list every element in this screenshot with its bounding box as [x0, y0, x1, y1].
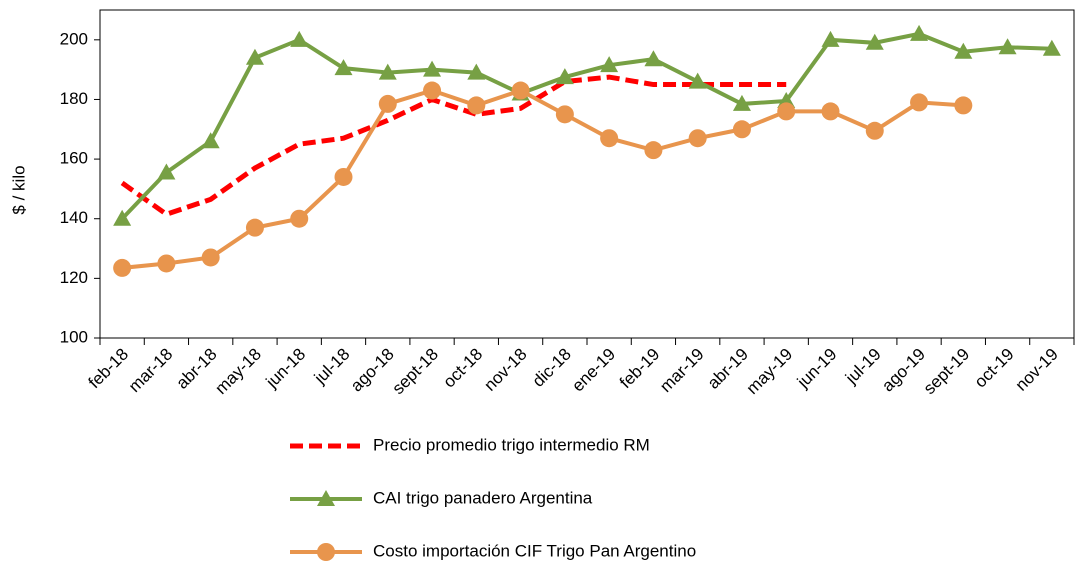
data-point: [644, 141, 663, 160]
data-point: [378, 94, 397, 113]
x-tick-label: nov-19: [1012, 345, 1062, 395]
data-point: [555, 68, 574, 85]
x-tick-label: mar-19: [656, 345, 708, 397]
data-point: [201, 132, 220, 149]
data-point: [600, 56, 619, 73]
data-point: [423, 60, 442, 77]
data-point: [688, 72, 707, 89]
data-point: [954, 96, 973, 115]
x-tick-label: ene-19: [568, 345, 619, 396]
data-point: [821, 102, 840, 121]
data-point: [732, 94, 751, 111]
x-tick-label: sept-18: [389, 345, 443, 399]
y-axis-label: $ / kilo: [9, 165, 28, 214]
legend-label: CAI trigo panadero Argentina: [373, 488, 593, 507]
data-point: [688, 129, 707, 148]
y-tick-label: 140: [60, 208, 88, 227]
data-point: [555, 105, 574, 124]
y-tick-label: 180: [60, 89, 88, 108]
x-tick-label: feb-19: [616, 345, 664, 393]
data-point: [113, 209, 132, 226]
data-point: [467, 63, 486, 80]
data-point: [157, 254, 176, 273]
data-point: [423, 81, 442, 100]
data-point: [378, 63, 397, 80]
data-point: [821, 30, 840, 47]
data-point: [865, 33, 884, 50]
y-tick-label: 120: [60, 268, 88, 287]
data-point: [600, 129, 619, 148]
data-point: [334, 167, 353, 186]
x-tick-label: jun-19: [793, 345, 841, 393]
x-tick-label: may-18: [211, 345, 265, 399]
x-tick-label: ago-18: [347, 345, 398, 396]
data-point: [201, 248, 220, 267]
data-point: [1042, 39, 1061, 56]
series-line: [120, 74, 787, 218]
legend-label: Precio promedio trigo intermedio RM: [373, 435, 650, 454]
data-point: [245, 218, 264, 237]
data-point: [511, 81, 530, 100]
series-line: [120, 31, 1052, 221]
data-point: [910, 93, 929, 112]
x-tick-label: sept-19: [920, 345, 974, 399]
x-tick-label: feb-18: [85, 345, 133, 393]
data-point: [290, 30, 309, 47]
x-tick-label: dic-18: [529, 345, 575, 391]
x-tick-label: nov-18: [480, 345, 530, 395]
data-point: [113, 258, 132, 277]
data-point: [777, 102, 796, 121]
data-point: [954, 42, 973, 59]
x-tick-label: mar-18: [125, 345, 177, 397]
data-point: [998, 38, 1017, 55]
y-tick-label: 160: [60, 149, 88, 168]
data-point: [732, 120, 751, 139]
data-point: [910, 24, 929, 41]
data-point: [467, 96, 486, 115]
x-tick-label: oct-18: [439, 345, 486, 392]
x-tick-label: ago-19: [878, 345, 929, 396]
data-point: [290, 209, 309, 228]
data-point: [245, 48, 264, 65]
y-tick-label: 200: [60, 29, 88, 48]
legend-marker: [317, 543, 335, 561]
data-point: [157, 163, 176, 180]
x-tick-label: oct-19: [971, 345, 1018, 392]
y-tick-label: 100: [60, 327, 88, 346]
data-point: [865, 121, 884, 140]
legend-marker: [317, 490, 335, 506]
legend-label: Costo importación CIF Trigo Pan Argentin…: [373, 541, 696, 560]
data-point: [334, 59, 353, 76]
data-point: [644, 50, 663, 67]
x-tick-label: may-19: [743, 345, 797, 399]
x-tick-label: jun-18: [262, 345, 310, 393]
